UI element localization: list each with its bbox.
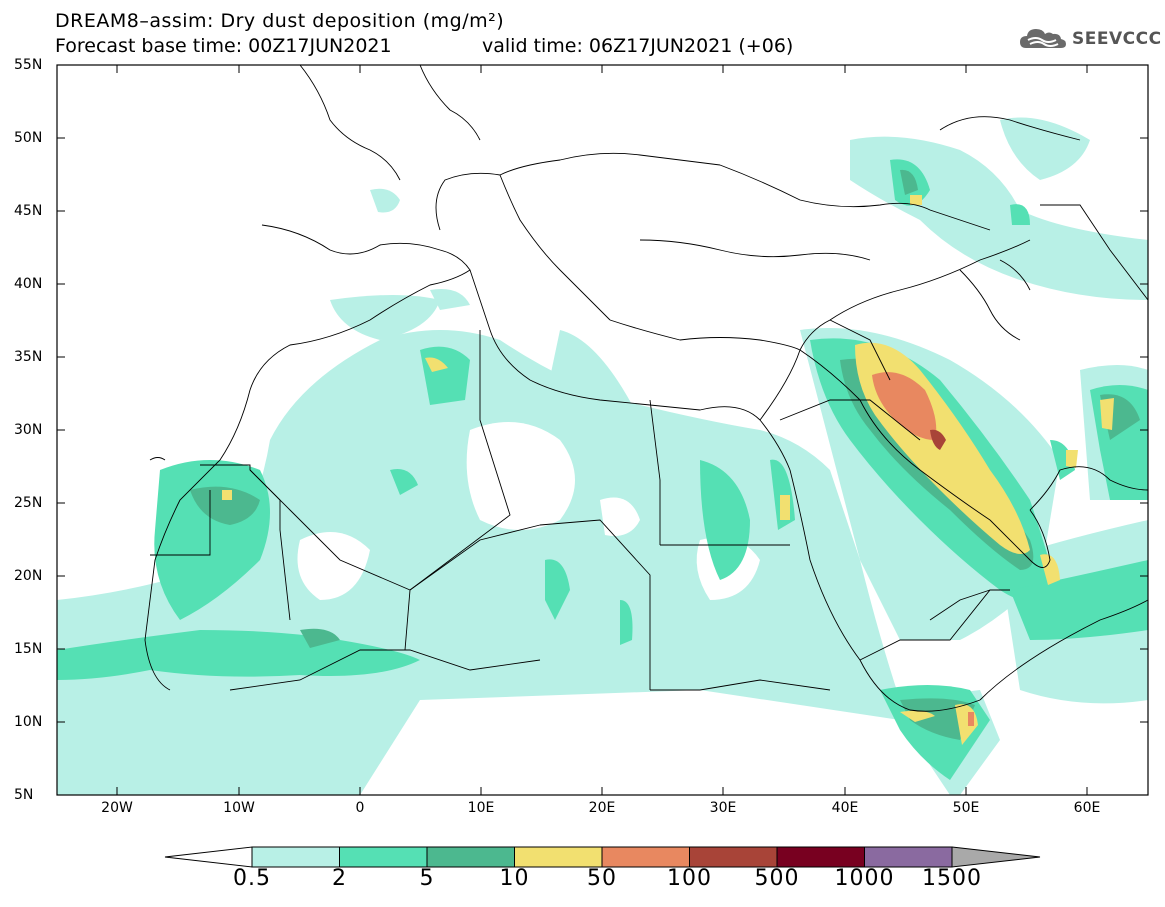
colorbar-label: 10 [499,866,530,891]
colorbar-label: 0.5 [233,866,271,891]
lon-label: 10E [467,800,495,816]
colorbar-label: 5 [419,866,435,891]
dust-field [57,117,1148,795]
colorbar [164,846,1041,868]
cloud-logo-icon [1020,29,1066,48]
lat-label: 10N [14,714,43,730]
map-title: DREAM8–assim: Dry dust deposition (mg/m²… [55,10,505,32]
colorbar-label: 1500 [922,866,982,891]
colorbar-min-arrow [164,846,253,868]
lat-label: 35N [14,349,43,365]
lon-label: 20W [101,800,133,816]
colorbar-label: 2 [332,866,347,891]
forecast-base-time: Forecast base time: 00Z17JUN2021 [55,35,392,57]
colorbar-swatch-0 [251,846,340,868]
lon-label: 40E [831,800,859,816]
colorbar-swatch-5 [689,846,778,868]
colorbar-label: 500 [754,866,800,891]
lon-label: 50E [952,800,980,816]
colorbar-swatch-6 [776,846,865,868]
lat-label: 55N [14,57,43,73]
lat-label: 15N [14,641,43,657]
colorbar-swatch-3 [514,846,603,868]
lat-label: 25N [14,495,43,511]
lon-label: 0 [355,800,365,816]
lon-label: 60E [1073,800,1101,816]
lat-label: 5N [14,787,34,803]
seevccc-logo: SEEVCCC [1018,26,1162,52]
colorbar-label: 50 [587,866,617,891]
lon-label: 30E [709,800,737,816]
logo-text: SEEVCCC [1072,29,1162,49]
colorbar-swatch-7 [864,846,953,868]
colorbar-swatch-4 [601,846,690,868]
lon-label: 20E [588,800,616,816]
axis-ticks [57,64,1148,795]
coastlines [144,65,1148,712]
lat-label: 20N [14,568,43,584]
lon-label: 10W [223,800,255,816]
lat-label: 50N [14,130,43,146]
lat-label: 40N [14,276,43,292]
colorbar-label: 1000 [834,866,895,891]
lat-label: 30N [14,422,43,438]
colorbar-swatch-1 [339,846,428,868]
lat-label: 45N [14,203,43,219]
colorbar-swatch-2 [426,846,515,868]
colorbar-max-arrow [951,846,1041,868]
colorbar-label: 100 [667,866,712,891]
valid-time: valid time: 06Z17JUN2021 (+06) [482,35,794,57]
